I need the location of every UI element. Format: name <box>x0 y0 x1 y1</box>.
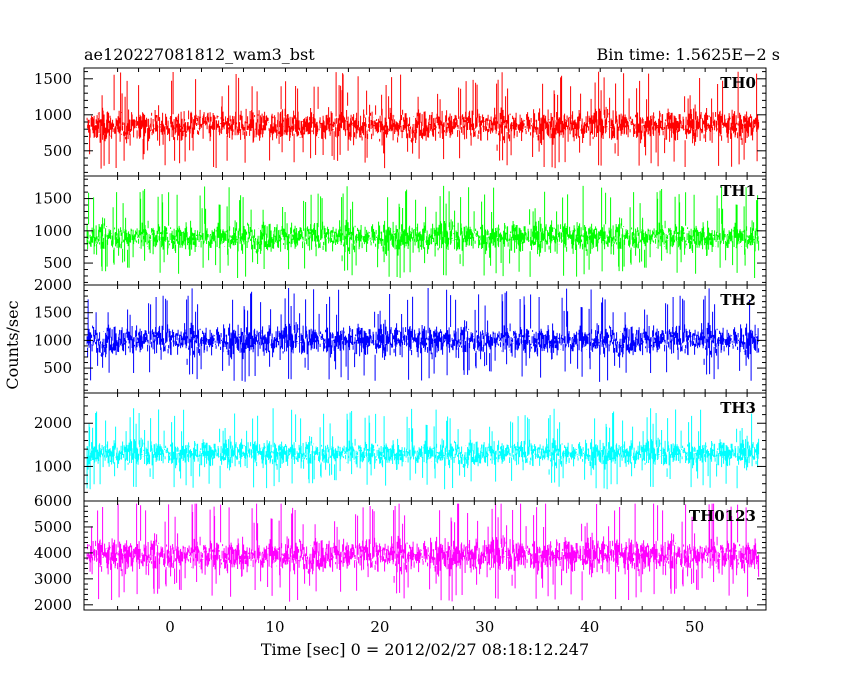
panel-th3: TH3 1000 2000 <box>34 392 767 502</box>
y-tick-label: 5000 <box>34 518 72 536</box>
panel-label-th0123: TH0123 <box>689 507 756 525</box>
panel-th1: TH1 500 1000 1500 <box>34 175 767 286</box>
panel-th0: TH0 500 1000 1500 <box>34 67 767 177</box>
panels: TH050010001500TH150010001500TH2500100015… <box>34 67 767 636</box>
panel-label-th0: TH0 <box>720 74 756 92</box>
y-tick-label: 500 <box>43 359 72 377</box>
x-axis-label: Time [sec] 0 = 2012/02/27 08:18:12.247 <box>261 640 589 659</box>
y-tick-label: 1500 <box>34 190 72 208</box>
y-tick-label: 2000 <box>34 276 72 294</box>
panel-th2: TH2 500 1000 1500 2000 <box>34 276 767 394</box>
y-axis-label: Counts/sec <box>3 300 22 389</box>
panel-label-th2: TH2 <box>720 291 756 309</box>
y-tick-label: 3000 <box>34 570 72 588</box>
y-tick-label: 4000 <box>34 544 72 562</box>
series-th0 <box>86 71 760 169</box>
y-tick-label: 1000 <box>34 457 72 475</box>
y-tick-label: 1000 <box>34 222 72 240</box>
y-tick-label: 500 <box>43 254 72 272</box>
panel-label-th3: TH3 <box>720 399 756 417</box>
series-th1 <box>86 185 760 278</box>
chart-title: ae120227081812_wam3_bst <box>84 45 315 64</box>
panel-frame <box>83 500 767 611</box>
x-tick-label: 50 <box>685 618 704 636</box>
bin-time-label: Bin time: 1.5625E−2 s <box>597 45 780 64</box>
y-tick-label: 1000 <box>34 331 72 349</box>
x-tick-label: 20 <box>370 618 389 636</box>
y-tick-label: 1500 <box>34 70 72 88</box>
x-tick-label: 0 <box>165 618 175 636</box>
x-tick-label: 40 <box>580 618 599 636</box>
series-th0123 <box>86 503 760 602</box>
y-tick-label: 2000 <box>34 596 72 614</box>
panel-th0123: TH0123 2000 3000 4000 5000 6000 <box>34 492 767 614</box>
y-tick-label: 1000 <box>34 106 72 124</box>
series-th3 <box>86 408 760 490</box>
y-tick-label: 2000 <box>34 414 72 432</box>
y-tick-label: 1500 <box>34 304 72 322</box>
panel-label-th1: TH1 <box>720 182 756 200</box>
x-tick-label: 30 <box>475 618 494 636</box>
y-tick-label: 500 <box>43 142 72 160</box>
series-th2 <box>86 288 760 382</box>
y-tick-label: 6000 <box>34 492 72 510</box>
x-tick-label: 10 <box>265 618 284 636</box>
